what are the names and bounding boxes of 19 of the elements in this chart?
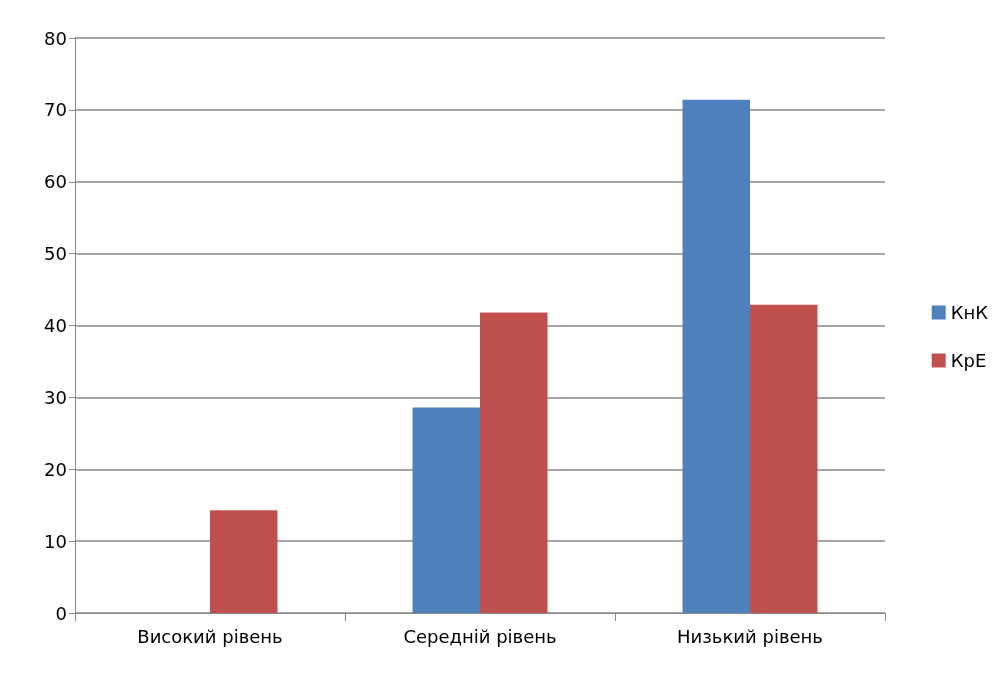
y-tick-label: 50 [44,243,67,265]
y-tick-label: 40 [44,315,67,336]
y-tick-label: 70 [44,99,67,121]
bar [682,99,750,613]
x-tick-label: Середній рівень [403,625,557,647]
x-tick-label: Низький рівень [677,625,823,647]
bar [480,312,548,613]
y-tick-label: 80 [44,27,67,49]
legend-label: КнК [950,302,989,323]
y-tick-label: 20 [44,458,67,480]
y-tick-label: 60 [44,171,67,193]
y-tick-label: 30 [44,386,67,408]
bar [210,510,278,613]
y-tick-label: 10 [44,530,67,552]
legend-label: КрЕ [950,350,987,371]
bar [412,407,480,613]
y-tick-label: 0 [55,602,67,624]
x-tick-label: Високий рівень [137,625,283,647]
bar [750,304,818,613]
